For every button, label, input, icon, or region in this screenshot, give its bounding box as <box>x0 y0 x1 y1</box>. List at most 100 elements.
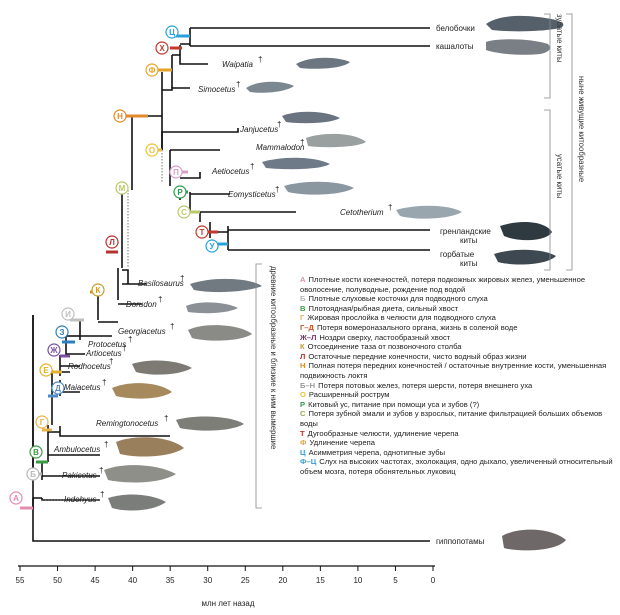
label-janjucetus: Janjucetus <box>239 125 278 134</box>
legend-text: Плотоядная/рыбная диета, сильный хвост <box>308 303 459 313</box>
node-O: О <box>145 143 159 157</box>
label-eomysticetus: Eomysticetus <box>228 190 276 199</box>
legend-key: В <box>300 303 306 313</box>
svg-text:†: † <box>104 440 108 449</box>
node-A: А <box>9 491 23 505</box>
svg-text:П: П <box>173 168 179 177</box>
svg-text:К: К <box>96 286 101 295</box>
label-aetiocetus: Aetiocetus <box>211 167 249 176</box>
node-N: Н <box>113 109 127 123</box>
legend-item: Ф–Ц Слух на высоких частотах, эхолокация,… <box>300 457 618 476</box>
legend-text: Асимметрия черепа, однотипные зубы <box>308 447 446 457</box>
trait-legend: А Плотные кости конечностей, потеря подко… <box>300 275 618 476</box>
svg-text:†: † <box>275 185 279 194</box>
label-simocetus: Simocetus <box>198 85 235 94</box>
legend-item: Ж–Л Ноздри сверху, ластообразный хвост <box>300 333 618 343</box>
node-T: Т <box>195 225 209 239</box>
svg-text:Х: Х <box>159 44 165 53</box>
label-maiacetus: Maiacetus <box>64 383 100 392</box>
aetiocetus-icon <box>262 157 330 170</box>
indohyus-icon <box>108 494 166 511</box>
svg-text:З: З <box>59 328 64 337</box>
svg-text:М: М <box>119 184 126 193</box>
legend-text: Расширенный рострум <box>308 390 390 400</box>
label-greenland-1: гренландские <box>440 227 491 236</box>
legend-text: Потеря зубной эмали и зубов у взрослых, … <box>300 409 603 428</box>
node-L: Л <box>105 235 119 249</box>
svg-text:†: † <box>258 55 262 64</box>
legend-key: А <box>300 275 306 284</box>
legend-item: Ф Удлинение черепа <box>300 438 618 448</box>
label-dorudon: Dorudon <box>126 300 157 309</box>
humpback-whale-icon <box>494 249 556 265</box>
svg-text:О: О <box>149 146 155 155</box>
remingtonocetus-icon <box>176 416 244 431</box>
node-I: И <box>61 307 75 321</box>
node-M: М <box>115 181 129 195</box>
label-pakicetus: Pakicetus <box>62 471 97 480</box>
rodhocetus-icon <box>132 360 192 375</box>
dotted-connectors <box>42 150 163 501</box>
node-B: Б <box>26 467 40 481</box>
svg-text:†: † <box>122 344 126 353</box>
group-label-living: ныне живущие китообразные <box>577 76 586 183</box>
svg-text:†: † <box>388 203 392 212</box>
group-label-toothed: зубатые киты <box>555 14 564 63</box>
legend-key: К <box>300 342 305 352</box>
label-indohyus: Indohyus <box>64 495 96 504</box>
legend-item: Б–Н Потеря потовых желез, потеря шерсти, … <box>300 381 618 391</box>
legend-key: Р <box>300 399 306 409</box>
svg-text:†: † <box>158 295 162 304</box>
node-S: С <box>177 205 191 219</box>
legend-key: Ф <box>300 438 307 448</box>
legend-item: Н Полная потеря передних конечностей / ос… <box>300 361 618 380</box>
georgiacetus-icon <box>188 325 252 341</box>
svg-text:Н: Н <box>117 112 123 121</box>
group-brackets <box>255 13 573 509</box>
svg-text:Р: Р <box>177 188 183 197</box>
taxon-labels: белобочки кашалоты Waipatia † Simocetus … <box>53 24 491 546</box>
svg-text:†: † <box>236 80 240 89</box>
label-hippos: гиппопотамы <box>436 537 485 546</box>
axis-tick-label: 10 <box>353 576 362 585</box>
legend-key: Ц <box>300 447 306 457</box>
legend-text: Ноздри сверху, ластообразный хвост <box>319 332 451 342</box>
legend-item: Р Китовый ус, питание при помощи уса и зу… <box>300 400 618 410</box>
legend-text: Плотные слуховые косточки для подводного… <box>308 294 488 304</box>
legend-key: Т <box>300 428 305 438</box>
legend-key: О <box>300 390 306 400</box>
svg-text:Д: Д <box>55 384 61 393</box>
legend-item: К Отсоединение таза от позвоночного столб… <box>300 342 618 352</box>
animal-silhouettes <box>104 15 566 551</box>
svg-text:И: И <box>65 310 71 319</box>
legend-key: Н <box>300 361 306 371</box>
axis-label: млн лет назад <box>201 599 254 608</box>
label-rodhocetus: Rodhocetus <box>68 362 111 371</box>
legend-text: Плотные кости конечностей, потеря подкож… <box>300 275 586 294</box>
axis-tick-label: 40 <box>128 576 137 585</box>
label-humpback-1: горбатые <box>440 250 475 259</box>
time-axis: 55 50 45 40 35 30 25 20 15 10 5 0 млн лет назад <box>16 565 436 608</box>
label-humpback-2: киты <box>460 259 478 268</box>
legend-item: В Плотоядная/рыбная диета, сильный хвост <box>300 304 618 314</box>
legend-text: Китовый ус, питание при помощи уса и зуб… <box>308 399 480 409</box>
pakicetus-icon <box>104 465 176 483</box>
label-ambulocetus: Ambulocetus <box>53 445 100 454</box>
node-Kh: Х <box>155 41 169 55</box>
label-belobochki: белобочки <box>436 24 475 33</box>
legend-text: Полная потеря передних конечностей / ост… <box>300 361 607 380</box>
svg-text:Е: Е <box>43 366 49 375</box>
tree-branches <box>24 27 430 542</box>
svg-text:Л: Л <box>109 238 115 247</box>
basilosaurus-icon <box>190 278 262 293</box>
node-Z: З <box>55 325 69 339</box>
legend-key: Б–Н <box>300 380 316 390</box>
svg-text:†: † <box>99 466 103 475</box>
dolphin-icon <box>486 15 563 32</box>
label-waipatia: Waipatia <box>222 60 254 69</box>
legend-item: Г–Д Потеря вомероназального органа, жизнь… <box>300 323 618 333</box>
legend-text: Жировая прослойка в челюсти для подводно… <box>307 313 496 323</box>
group-label-baleen: усатые киты <box>555 154 564 199</box>
svg-text:Ж: Ж <box>49 346 58 355</box>
node-K: К <box>91 283 105 297</box>
